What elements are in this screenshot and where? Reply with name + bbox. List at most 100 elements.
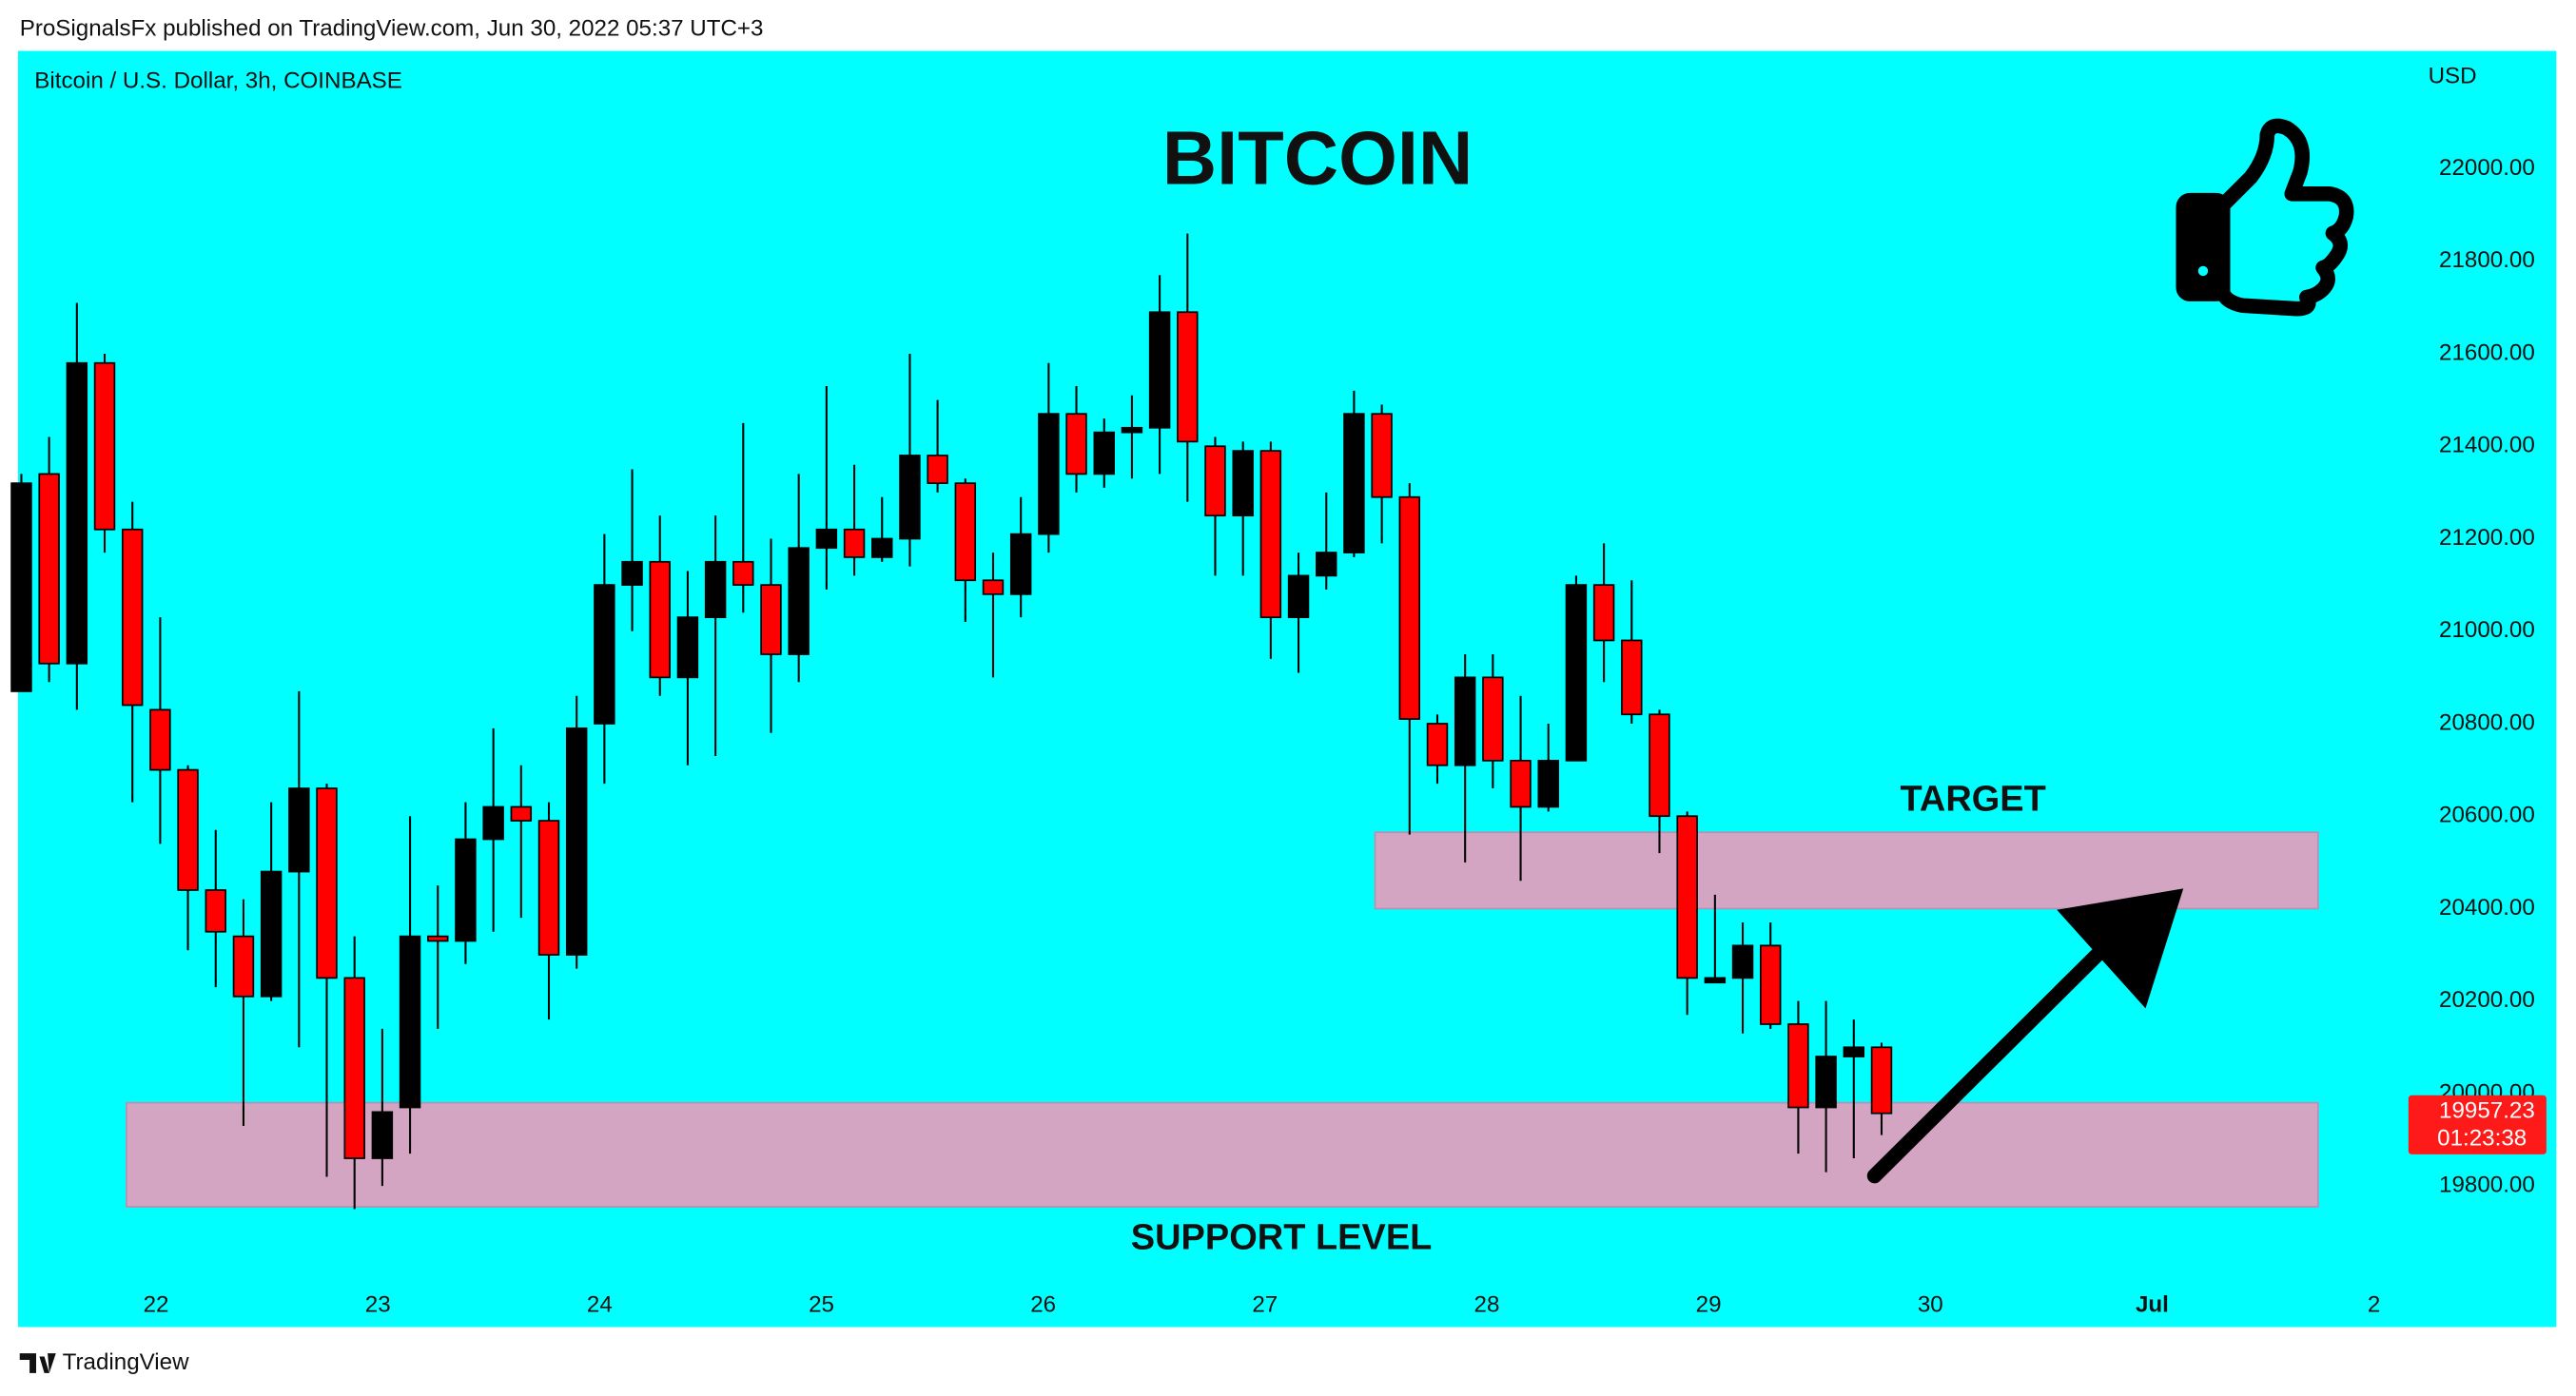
header: ProSignalsFx published on TradingView.co…	[20, 15, 764, 41]
candle-body	[93, 361, 116, 531]
candle-body	[121, 528, 144, 707]
candle-body	[594, 584, 615, 725]
x-tick-label: 23	[365, 1291, 391, 1317]
y-tick-label: 20400.00	[2439, 895, 2535, 921]
candle-body	[232, 935, 255, 998]
y-tick-label: 21800.00	[2439, 247, 2535, 273]
footer: TradingView	[63, 1349, 189, 1375]
candle-body	[10, 482, 32, 692]
candle-body	[1787, 1023, 1809, 1109]
candle-body	[1482, 676, 1504, 762]
candle-body	[1815, 1056, 1837, 1109]
candle-body	[1621, 639, 1643, 716]
candle-body	[1870, 1046, 1893, 1115]
candle-body	[1454, 676, 1476, 766]
icon-dot	[2197, 265, 2209, 277]
candle-body	[788, 547, 810, 655]
y-tick-label: 21600.00	[2439, 339, 2535, 365]
candle-body	[704, 560, 727, 619]
x-tick-label: 27	[1252, 1291, 1278, 1317]
arrow-head	[2057, 888, 2184, 1009]
candle-body	[982, 579, 1005, 595]
candle-body	[1371, 413, 1393, 498]
candle-body	[1676, 815, 1698, 979]
currency: USD	[2429, 64, 2477, 89]
candle-body	[1510, 759, 1532, 808]
candle-body	[260, 870, 283, 998]
candle-body	[1232, 450, 1254, 517]
x-tick-label: 24	[587, 1291, 613, 1317]
thumbs-up-icon	[2176, 118, 2354, 317]
x-tick-label: 26	[1030, 1291, 1056, 1317]
candle-body	[371, 1111, 394, 1159]
price-tag	[2408, 1095, 2547, 1154]
y-tick-label: 20600.00	[2439, 803, 2535, 828]
candle-body	[1316, 552, 1337, 577]
candle-body	[954, 482, 977, 582]
y-tick-label: 19800.00	[2439, 1173, 2535, 1198]
candle-body	[1760, 944, 1782, 1025]
candle-body	[1177, 311, 1199, 443]
candle-body	[1121, 426, 1143, 434]
candle-body	[537, 820, 560, 956]
candle-body	[843, 528, 866, 558]
candle-body	[1704, 977, 1727, 984]
arrow-shaft	[1866, 925, 2127, 1184]
candle-body	[1038, 413, 1060, 535]
logo-mark	[19, 1353, 56, 1373]
x-tick-label: 28	[1474, 1291, 1500, 1317]
candle-body	[455, 838, 477, 942]
symbol: Bitcoin / U.S. Dollar, 3h, COINBASE	[34, 68, 402, 94]
candle-body	[66, 361, 88, 665]
y-tick-label: 20200.00	[2439, 987, 2535, 1013]
x-tick-label: 30	[1918, 1291, 1943, 1317]
zone-band	[126, 1101, 2319, 1208]
candle-body	[316, 787, 338, 979]
price-tag-value: 19957.23	[2439, 1097, 2535, 1123]
price-tag-countdown: 01:23:38	[2437, 1126, 2527, 1152]
candle-body	[815, 528, 838, 550]
candle-body	[1287, 574, 1310, 619]
candle-body	[427, 935, 449, 942]
candle-body	[399, 935, 421, 1109]
candle-body	[565, 727, 588, 956]
candle-body	[149, 708, 171, 771]
candle-body	[343, 977, 365, 1159]
candle-body	[1565, 584, 1588, 762]
chart-title: BITCOIN	[1162, 116, 1473, 201]
candle-body	[1592, 584, 1615, 642]
x-tick-label: Jul	[2136, 1291, 2169, 1317]
zone-label: TARGET	[1901, 779, 2046, 819]
candle-body	[1731, 944, 1754, 979]
candle-body	[1259, 450, 1282, 619]
candle-body	[649, 560, 671, 679]
zones: TARGET SUPPORT LEVEL	[126, 779, 2319, 1258]
x-tick-label: 2	[2368, 1291, 2380, 1317]
candle-body	[871, 537, 893, 558]
candle-body	[1093, 431, 1115, 475]
candle-body	[1398, 495, 1421, 720]
candle-body	[1148, 311, 1171, 429]
y-tick-label: 21200.00	[2439, 525, 2535, 551]
zone-label: SUPPORT LEVEL	[1131, 1218, 1433, 1258]
candle-body	[732, 560, 754, 586]
candle-body	[288, 787, 310, 873]
candle-body	[1204, 445, 1226, 517]
candle-body	[1009, 533, 1032, 595]
x-tick-label: 22	[144, 1291, 169, 1317]
y-tick-label: 20800.00	[2439, 709, 2535, 735]
candle-body	[482, 805, 504, 841]
candle-body	[621, 560, 643, 586]
candle-body	[927, 455, 948, 485]
x-tick-label: 25	[809, 1291, 834, 1317]
y-tick-label: 21000.00	[2439, 617, 2535, 643]
candle-body	[205, 889, 226, 933]
candle-body	[676, 616, 699, 679]
candle-body	[899, 455, 921, 540]
y-tick-label: 21400.00	[2439, 433, 2535, 458]
axes: 19800.0020000.0020200.0020400.0020600.00…	[144, 155, 2547, 1317]
icon-hand	[2215, 118, 2354, 317]
footer-logo: TradingView	[19, 1349, 189, 1375]
